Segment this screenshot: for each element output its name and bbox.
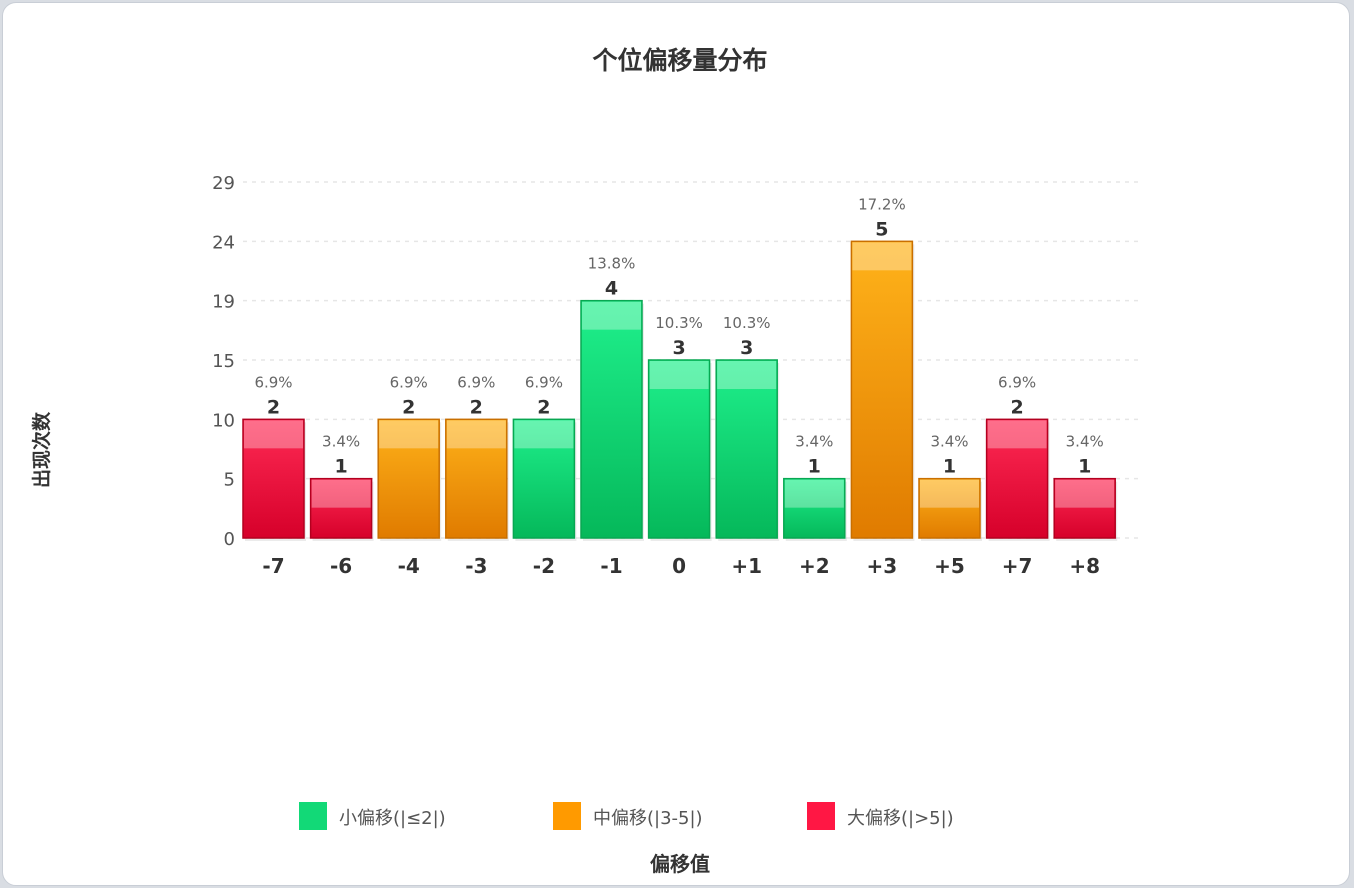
bar-+2[interactable] <box>783 477 846 539</box>
x-tick-label: 0 <box>672 554 686 578</box>
bar-+1[interactable] <box>715 359 778 539</box>
percent-label: 6.9% <box>998 373 1036 391</box>
percent-label: 10.3% <box>723 314 771 332</box>
y-tick-label: 24 <box>212 232 235 253</box>
y-axis-label: 出现次数 <box>30 411 53 488</box>
bar-highlight <box>514 420 574 449</box>
x-tick-label: +8 <box>1069 554 1100 578</box>
percent-label: 6.9% <box>457 373 495 391</box>
bar-highlight <box>582 301 641 330</box>
percent-label: 3.4% <box>930 433 968 451</box>
percent-label: 3.4% <box>1066 433 1104 451</box>
bar--1[interactable] <box>580 299 643 539</box>
count-label: 4 <box>605 278 618 300</box>
legend-swatch <box>807 802 835 830</box>
y-tick-label: 0 <box>224 529 235 550</box>
count-label: 2 <box>537 396 550 418</box>
bar-highlight <box>446 420 506 449</box>
y-axis-ticks: 0 5 10 15 19 24 29 <box>212 173 235 550</box>
legend-label: 大偏移(|>5|) <box>847 808 954 829</box>
legend-swatch <box>299 802 327 830</box>
legend: 小偏移(|≤2|) 中偏移(|3-5|) 大偏移(|>5|) <box>299 802 954 830</box>
bar--6[interactable] <box>309 477 373 539</box>
percent-label: 6.9% <box>254 373 292 391</box>
x-axis-label: 偏移值 <box>650 852 710 876</box>
count-label: 3 <box>672 337 685 359</box>
x-tick-label: -7 <box>262 554 284 578</box>
count-label: 2 <box>267 396 280 418</box>
percent-label: 10.3% <box>655 314 703 332</box>
x-tick-label: -1 <box>600 554 622 578</box>
x-tick-label: +7 <box>1002 554 1033 578</box>
bar-highlight <box>379 420 439 449</box>
chart-title: 个位偏移量分布 <box>592 46 767 75</box>
bar-0[interactable] <box>647 359 711 539</box>
bar-+8[interactable] <box>1053 477 1116 539</box>
percent-label: 6.9% <box>525 373 563 391</box>
bar-highlight <box>649 361 709 389</box>
bar--4[interactable] <box>377 418 440 539</box>
bar-highlight <box>311 479 371 508</box>
count-label: 1 <box>943 456 956 478</box>
x-tick-label: +5 <box>934 554 965 578</box>
legend-item-medium[interactable]: 中偏移(|3-5|) <box>553 802 703 830</box>
bar--3[interactable] <box>445 418 508 539</box>
percent-label: 13.8% <box>588 255 636 273</box>
bar-+7[interactable] <box>985 418 1049 539</box>
bar-highlight <box>244 420 303 449</box>
bar--2[interactable] <box>512 418 576 539</box>
bar-highlight <box>1055 479 1115 508</box>
x-tick-label: -3 <box>465 554 487 578</box>
y-tick-label: 10 <box>212 410 235 431</box>
percent-label: 3.4% <box>322 433 360 451</box>
x-axis-ticks: -7 -6 -4 -3 -2 -1 0 +1 +2 +3 +5 +7 +8 <box>262 554 1100 578</box>
count-label: 1 <box>334 456 347 478</box>
bar-+5[interactable] <box>918 477 981 539</box>
count-label: 5 <box>875 218 888 240</box>
count-label: 2 <box>1010 396 1023 418</box>
bar-+3[interactable] <box>850 240 914 539</box>
count-label: 1 <box>808 456 821 478</box>
count-label: 2 <box>470 396 483 418</box>
bar-highlight <box>852 242 912 271</box>
legend-item-small[interactable]: 小偏移(|≤2|) <box>299 802 446 830</box>
percent-label: 6.9% <box>390 373 428 391</box>
data-labels: 2 6.9% 1 3.4% 2 6.9% 2 6.9% 2 6.9% 4 13.8% 3 10.3% 3 10… <box>254 195 1103 477</box>
count-label: 3 <box>740 337 753 359</box>
bar-highlight <box>920 479 979 508</box>
count-label: 2 <box>402 396 415 418</box>
x-tick-label: +3 <box>867 554 898 578</box>
legend-label: 小偏移(|≤2|) <box>339 808 446 829</box>
x-tick-label: -4 <box>398 554 420 578</box>
y-tick-label: 19 <box>212 292 235 313</box>
legend-label: 中偏移(|3-5|) <box>593 808 703 829</box>
count-label: 1 <box>1078 456 1091 478</box>
percent-label: 3.4% <box>795 433 833 451</box>
x-tick-label: -2 <box>533 554 555 578</box>
bar-highlight <box>784 479 844 508</box>
bar-highlight <box>987 420 1047 449</box>
y-tick-label: 15 <box>212 351 235 372</box>
percent-label: 17.2% <box>858 195 906 213</box>
bar-highlight <box>717 361 777 389</box>
bars <box>242 240 1118 542</box>
legend-swatch <box>553 802 581 830</box>
y-tick-label: 5 <box>224 470 235 491</box>
legend-item-large[interactable]: 大偏移(|>5|) <box>807 802 954 830</box>
x-tick-label: -6 <box>330 554 352 578</box>
x-tick-label: +1 <box>731 554 762 578</box>
bar--7[interactable] <box>242 418 305 539</box>
x-tick-label: +2 <box>799 554 830 578</box>
y-tick-label: 29 <box>212 173 235 194</box>
